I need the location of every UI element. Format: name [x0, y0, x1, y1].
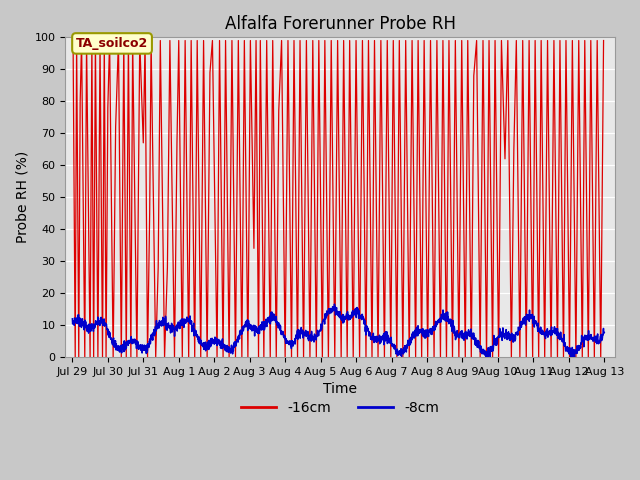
X-axis label: Time: Time: [323, 382, 357, 396]
Title: Alfalfa Forerunner Probe RH: Alfalfa Forerunner Probe RH: [225, 15, 456, 33]
Text: TA_soilco2: TA_soilco2: [76, 37, 148, 50]
Y-axis label: Probe RH (%): Probe RH (%): [15, 151, 29, 243]
Legend: -16cm, -8cm: -16cm, -8cm: [236, 396, 445, 420]
